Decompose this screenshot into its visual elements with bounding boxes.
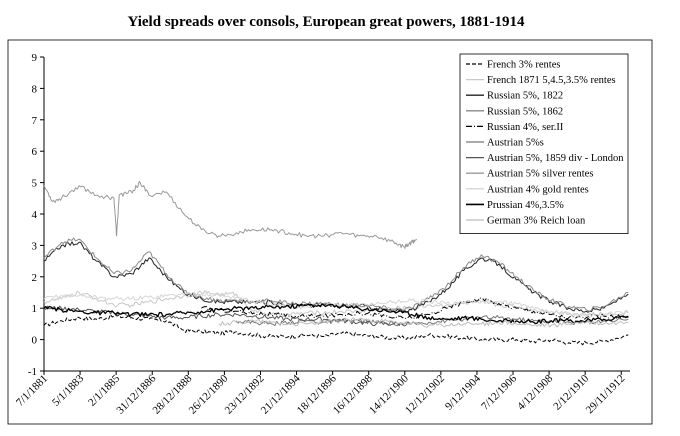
y-tick-label: 7 (32, 115, 38, 127)
series-line-6 (236, 315, 629, 327)
x-tick-label: 12/12/1902 (403, 373, 447, 417)
x-tick-label: 2/1/1885 (86, 372, 122, 408)
series-line-9 (43, 291, 629, 319)
outer-border (7, 39, 653, 425)
series-line-10 (43, 303, 629, 325)
y-tick-label: 0 (32, 335, 38, 347)
legend-label: French 1871 5,4.5,3.5% rentes (487, 75, 616, 86)
series-line-4 (43, 237, 629, 312)
series-line-5 (201, 297, 629, 320)
legend-label: Russian 5%, 1822 (487, 91, 563, 102)
chart-title: Yield spreads over consols, European gre… (127, 14, 525, 30)
legend-box (459, 53, 629, 235)
y-tick-label: 8 (32, 83, 38, 95)
legend-label: German 3% Reich loan (487, 216, 586, 227)
legend-label: Prussian 4%,3.5% (487, 200, 564, 211)
y-tick-label: 1 (32, 303, 38, 315)
y-tick-label: 4 (32, 209, 38, 221)
legend-label: French 3% rentes (487, 60, 560, 71)
y-tick-label: 5 (32, 178, 38, 190)
x-tick-label: 4/12/1908 (515, 372, 555, 412)
x-tick-label: 7/12/1906 (479, 372, 519, 412)
x-tick-label: 5/1/1883 (50, 372, 86, 408)
x-tick-label: 29/11/1912 (584, 373, 628, 417)
legend: French 3% rentes French 1871 5,4.5,3.5% r… (459, 53, 629, 235)
legend-label: Austrian 5% silver rentes (487, 169, 593, 180)
y-tick-label: 6 (32, 146, 38, 158)
series-line-11 (218, 317, 629, 328)
series-line-1 (43, 314, 629, 346)
x-tick-label: 9/12/1904 (443, 372, 483, 412)
legend-label: Austrian 5%s (487, 138, 544, 149)
legend-label: Austrian 4% gold rentes (487, 184, 589, 195)
x-tick-label: 7/1/1881 (14, 373, 50, 409)
series-layer (43, 180, 629, 346)
y-tick-label: 3 (32, 240, 38, 252)
legend-label: Russian 4%, ser.II (487, 122, 564, 133)
legend-label: Austrian 5%, 1859 div - London (487, 153, 624, 164)
y-axis: -1 0 1 2 3 4 5 6 7 8 9 (28, 52, 44, 378)
series-line-3 (43, 241, 629, 313)
legend-label: Russian 5%, 1862 (487, 106, 563, 117)
y-tick-label: 2 (32, 272, 38, 284)
series-line-8 (43, 180, 418, 249)
x-axis: 7/1/1881 5/1/1883 2/1/188531/12/188628/12/… (14, 371, 627, 417)
y-tick-label: 9 (32, 52, 38, 64)
y-tick-label: -1 (28, 366, 37, 378)
